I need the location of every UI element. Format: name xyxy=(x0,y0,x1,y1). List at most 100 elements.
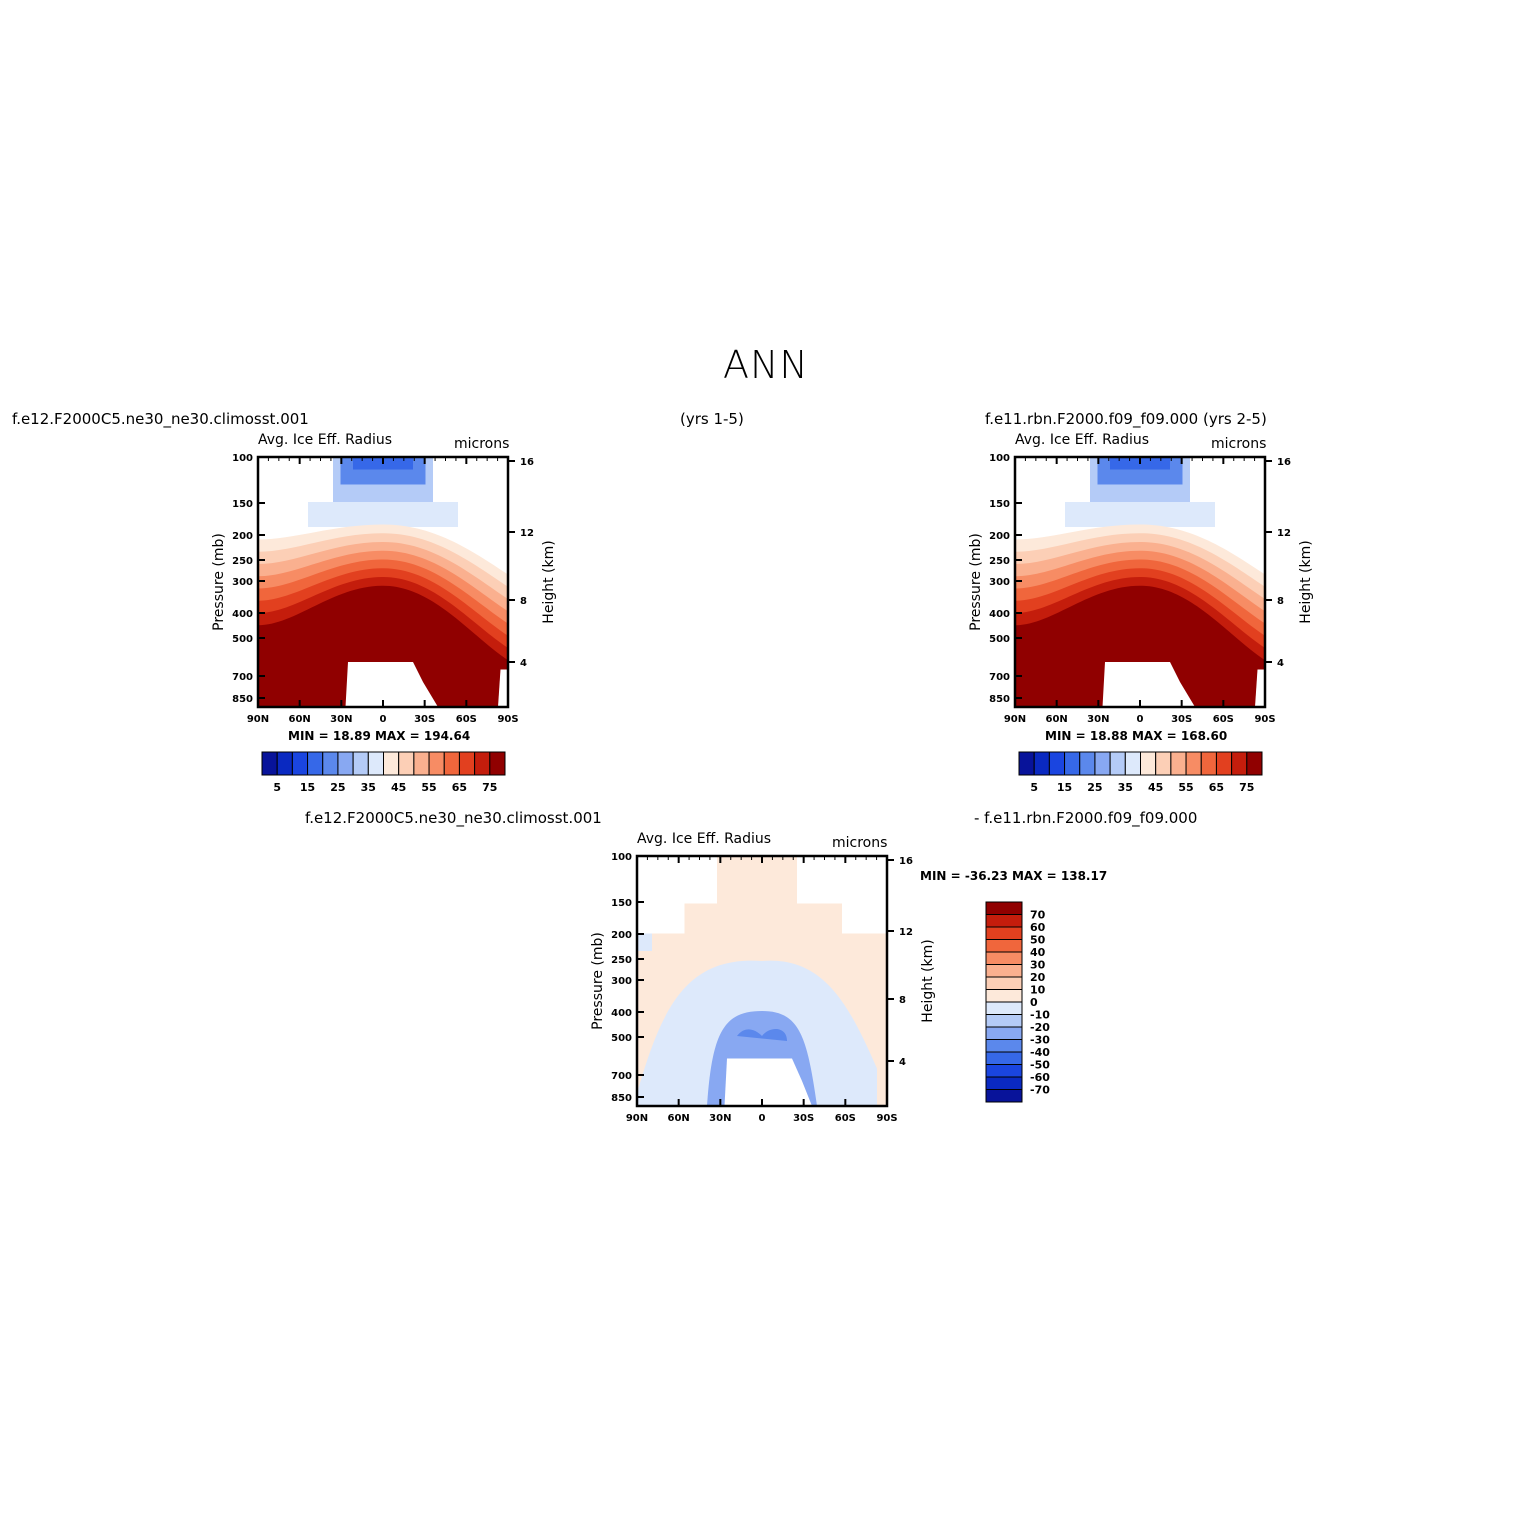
panel1-xtick-label: 90N xyxy=(247,714,269,725)
panel1-cbar-label: 65 xyxy=(452,781,467,794)
panel3-units: microns xyxy=(832,835,888,851)
panel3-minmax: MIN = -36.23 MAX = 138.17 xyxy=(920,869,1108,883)
panel3-cbar-label: 30 xyxy=(1030,959,1046,972)
panel3-xtick-label: 30S xyxy=(793,1113,814,1124)
panel2-rtick-label: 16 xyxy=(1277,457,1291,468)
panel1-ytick-label: 700 xyxy=(232,672,253,683)
panel3-cbar-cell xyxy=(985,1064,1023,1078)
panel1-xtick-label: 30N xyxy=(330,714,352,725)
panel2-cbar-cell xyxy=(1170,751,1187,776)
panel2-ytick-label: 850 xyxy=(989,694,1010,705)
panel2-xtick-label: 0 xyxy=(1137,714,1144,725)
panel3-cbar-cell xyxy=(985,964,1023,978)
panel1-cbar-cell xyxy=(322,751,339,776)
panel3-ytick-label: 850 xyxy=(611,1093,632,1104)
panel3-cbar-label: 40 xyxy=(1030,946,1046,959)
panel3-cbar-cell xyxy=(985,939,1023,953)
panel1-cbar-cell xyxy=(398,751,415,776)
panel3-xtick-label: 0 xyxy=(759,1113,766,1124)
panel2-cbar-cell xyxy=(1079,751,1096,776)
panel1-ylabel: Pressure (mb) xyxy=(211,533,227,631)
panel1-xtick-label: 60N xyxy=(289,714,311,725)
panel3-ytick-label: 150 xyxy=(611,898,632,909)
panel1-units: microns xyxy=(454,436,510,452)
panel3-ytick-label: 300 xyxy=(611,976,632,987)
panel3-cbar-cell xyxy=(985,926,1023,940)
panel2-cbar-cell xyxy=(1109,751,1126,776)
panel3-ylabel-right: Height (km) xyxy=(920,939,936,1022)
diff-case-a-title: f.e12.F2000C5.ne30_ne30.climosst.001 xyxy=(305,809,602,827)
panel3-ytick-label: 400 xyxy=(611,1008,632,1019)
panel2-cbar-label: 55 xyxy=(1178,781,1193,794)
panel2-cbar-label: 65 xyxy=(1209,781,1224,794)
panel3-cbar-label: -40 xyxy=(1030,1046,1050,1059)
panel2-rtick-label: 12 xyxy=(1277,528,1291,539)
panel2-ytick-label: 200 xyxy=(989,531,1010,542)
panel2-xtick-label: 90N xyxy=(1004,714,1026,725)
panel1-band xyxy=(258,585,508,707)
panel3-rtick-label: 4 xyxy=(899,1057,906,1068)
panel1-ytick-label: 100 xyxy=(232,453,253,464)
panel1-var-label: Avg. Ice Eff. Radius xyxy=(258,432,393,448)
panel1-cbar-cell xyxy=(307,751,324,776)
panel3-cbar-label: -50 xyxy=(1030,1059,1050,1072)
panel3-ytick-label: 500 xyxy=(611,1033,632,1044)
panel2-ytick-label: 400 xyxy=(989,609,1010,620)
panel1-cbar-cell xyxy=(261,751,278,776)
panel3-cbar-cell xyxy=(985,1014,1023,1028)
panel3-cbar-cell xyxy=(985,989,1023,1003)
panel2-xtick-label: 30S xyxy=(1171,714,1192,725)
panel2-cbar-cell xyxy=(1246,751,1263,776)
panel1-rtick-label: 8 xyxy=(520,596,527,607)
panel1-rtick-label: 16 xyxy=(520,457,534,468)
panel1-cbar-cell xyxy=(367,751,384,776)
panel3-cbar-label: 60 xyxy=(1030,921,1046,934)
panel1-band xyxy=(308,502,458,527)
panel1-minmax: MIN = 18.89 MAX = 194.64 xyxy=(288,729,471,743)
panel2-surface-gap xyxy=(1255,669,1265,707)
panel2-cbar-cell xyxy=(1124,751,1141,776)
panel2-minmax: MIN = 18.88 MAX = 168.60 xyxy=(1045,729,1228,743)
panel3-cbar-cell xyxy=(985,951,1023,965)
panel1-ytick-label: 850 xyxy=(232,694,253,705)
panel2-rtick-label: 8 xyxy=(1277,596,1284,607)
panel2-var-label: Avg. Ice Eff. Radius xyxy=(1015,432,1150,448)
panel3-xtick-label: 60N xyxy=(668,1113,690,1124)
panel2-band xyxy=(1065,502,1215,527)
panel2-cbar-cell xyxy=(1155,751,1172,776)
panel2-units: microns xyxy=(1211,436,1267,452)
panel3-cbar-label: -70 xyxy=(1030,1084,1050,1097)
panel1-cbar-label: 5 xyxy=(273,781,281,794)
panel1-ytick-label: 250 xyxy=(232,556,253,567)
panel2-cbar-label: 45 xyxy=(1148,781,1163,794)
panel3-cbar-label: -30 xyxy=(1030,1034,1050,1047)
panel2-cbar-cell xyxy=(1048,751,1066,776)
panel1-cbar-cell xyxy=(276,751,293,776)
panel2-xtick-label: 90S xyxy=(1254,714,1275,725)
panel1-xtick-label: 30S xyxy=(414,714,435,725)
panel3-cbar-cell xyxy=(985,1051,1023,1065)
panel3-ytick-label: 250 xyxy=(611,955,632,966)
panel1-cbar-label: 55 xyxy=(421,781,436,794)
panel2-cbar-label: 35 xyxy=(1118,781,1133,794)
panel3-cbar-cell xyxy=(985,1089,1023,1103)
panel2-ytick-label: 700 xyxy=(989,672,1010,683)
panel3-cbar-cell xyxy=(985,976,1023,990)
panel1-cbar-cell xyxy=(443,751,460,776)
panel3-cbar-cell xyxy=(985,901,1023,915)
panel3-xtick-label: 90N xyxy=(626,1113,648,1124)
panel2-cbar-cell xyxy=(1215,751,1233,776)
panel3-cbar-label: 20 xyxy=(1030,971,1046,984)
panel1-cbar-label: 15 xyxy=(300,781,315,794)
panel3-cbar-label: -20 xyxy=(1030,1021,1050,1034)
panel2-band xyxy=(1015,585,1265,707)
panel2-ylabel: Pressure (mb) xyxy=(968,533,984,631)
panel3-rtick-label: 12 xyxy=(899,927,913,938)
panel2-cbar-label: 25 xyxy=(1087,781,1102,794)
panel3-ytick-label: 200 xyxy=(611,930,632,941)
panel2-cbar-cell xyxy=(1018,751,1035,776)
panel1-xtick-label: 0 xyxy=(380,714,387,725)
panel3-xtick-label: 60S xyxy=(835,1113,856,1124)
panel2-xtick-label: 60S xyxy=(1213,714,1234,725)
